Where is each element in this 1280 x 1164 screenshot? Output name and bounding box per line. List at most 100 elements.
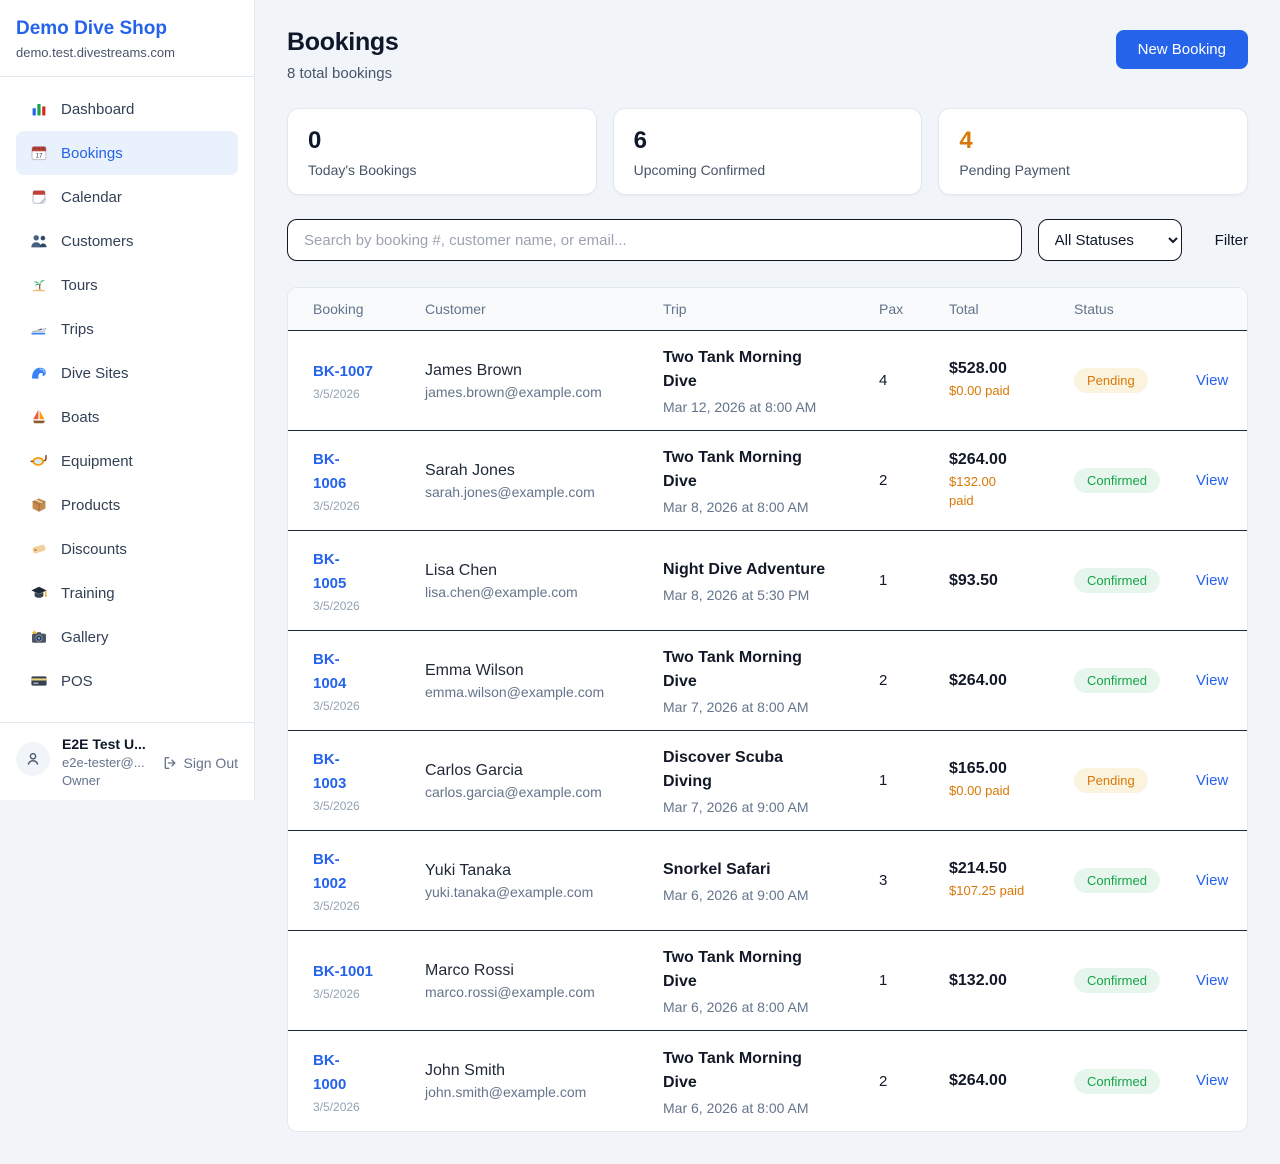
sidebar: Demo Dive Shop demo.test.divestreams.com… (0, 0, 255, 800)
booking-id-link[interactable]: BK-1007 (313, 363, 374, 380)
booking-id-link[interactable]: BK-1001 (313, 963, 374, 980)
customer-email: yuki.tanaka@example.com (425, 883, 594, 900)
stat-upcoming-confirmed: 6 Upcoming Confirmed (612, 108, 923, 195)
booking-id-link[interactable]: BK- 1005 (313, 551, 347, 592)
user-email: e2e-tester@... (62, 755, 145, 770)
booking-id-link[interactable]: BK- 1003 (313, 751, 347, 792)
sidebar-item-training[interactable]: Training (16, 571, 238, 615)
booking-id-link[interactable]: BK- 1000 (313, 1051, 347, 1093)
sidebar-item-label: Calendar (61, 188, 122, 206)
stat-pending-payment: 4 Pending Payment (938, 108, 1248, 195)
view-link[interactable]: View (1196, 971, 1229, 989)
view-link[interactable]: View (1196, 1072, 1229, 1089)
sidebar-item-label: Training (61, 584, 115, 602)
sign-out-button[interactable]: Sign Out (162, 755, 238, 771)
sidebar-item-label: Products (61, 496, 121, 514)
avatar (16, 742, 50, 776)
filter-button[interactable]: Filter (1214, 231, 1248, 249)
customer-email: lisa.chen@example.com (425, 583, 578, 600)
view-link[interactable]: View (1196, 771, 1229, 789)
column-header-booking: Booking (313, 301, 364, 317)
trip-datetime: Mar 6, 2026 at 8:00 AM (663, 999, 809, 1015)
view-link[interactable]: View (1196, 871, 1229, 889)
trip-datetime: Mar 8, 2026 at 5:30 PM (663, 587, 810, 603)
pax-count: 1 (879, 972, 888, 989)
main-content: Bookings 8 total bookings New Booking 0 … (255, 0, 1280, 1164)
package-icon (30, 496, 48, 514)
sidebar-item-bookings[interactable]: 17 Bookings (16, 131, 238, 175)
sidebar-item-equipment[interactable]: Equipment (16, 439, 238, 483)
status-filter-select[interactable]: All Statuses (1037, 219, 1182, 261)
customer-email: john.smith@example.com (425, 1084, 587, 1100)
sidebar-item-label: Discounts (61, 540, 127, 558)
sidebar-item-label: POS (61, 672, 93, 690)
customer-email: emma.wilson@example.com (425, 683, 605, 700)
pax-count: 4 (879, 372, 888, 389)
sidebar-item-boats[interactable]: Boats (16, 395, 238, 439)
status-badge: Confirmed (1074, 668, 1160, 693)
trip-name: Night Dive Adventure (663, 561, 826, 578)
table-row: BK- 1004 3/5/2026 Emma Wilson emma.wilso… (288, 631, 1247, 731)
speedboat-icon (30, 320, 48, 338)
view-link[interactable]: View (1196, 571, 1229, 589)
search-input[interactable] (287, 219, 1022, 261)
view-link[interactable]: View (1196, 671, 1229, 689)
sidebar-item-customers[interactable]: Customers (16, 219, 238, 263)
stat-value: 4 (959, 127, 973, 154)
stat-todays-bookings: 0 Today's Bookings (287, 108, 597, 195)
booking-date: 3/5/2026 (313, 599, 360, 613)
status-badge: Confirmed (1074, 468, 1160, 493)
logout-icon (162, 755, 178, 771)
sidebar-item-label: Gallery (61, 628, 109, 646)
sidebar-item-discounts[interactable]: Discounts (16, 527, 238, 571)
customer-name: Lisa Chen (425, 561, 498, 579)
user-footer: E2E Test U... e2e-tester@... Owner Sign … (0, 722, 254, 800)
column-header-total: Total (949, 301, 979, 317)
total-amount: $132.00 (949, 971, 1007, 989)
tag-icon (30, 540, 48, 558)
table-row: BK- 1002 3/5/2026 Yuki Tanaka yuki.tanak… (288, 831, 1247, 931)
total-amount: $93.50 (949, 571, 998, 589)
paid-amount: $0.00 paid (949, 383, 1010, 399)
stats-cards: 0 Today's Bookings 6 Upcoming Confirmed … (287, 108, 1248, 195)
sidebar-item-products[interactable]: Products (16, 483, 238, 527)
table-row: BK- 1000 3/5/2026 John Smith john.smith@… (288, 1031, 1247, 1131)
svg-text:17: 17 (35, 153, 43, 160)
sidebar-item-tours[interactable]: Tours (16, 263, 238, 307)
view-link[interactable]: View (1196, 471, 1229, 489)
table-body: BK-1007 3/5/2026 James Brown james.brown… (288, 331, 1247, 1131)
column-header-status: Status (1074, 301, 1114, 317)
sign-out-label: Sign Out (183, 755, 238, 771)
sidebar-item-label: Trips (61, 320, 94, 338)
table-row: BK- 1003 3/5/2026 Carlos Garcia carlos.g… (288, 731, 1247, 831)
booking-id-link[interactable]: BK- 1002 (313, 851, 347, 892)
booking-date: 3/5/2026 (313, 699, 360, 713)
new-booking-button[interactable]: New Booking (1115, 30, 1248, 69)
view-link[interactable]: View (1196, 371, 1229, 389)
sidebar-item-calendar[interactable]: Calendar (16, 175, 238, 219)
sidebar-item-dive-sites[interactable]: Dive Sites (16, 351, 238, 395)
column-header-pax: Pax (879, 301, 904, 317)
table-row: BK-1007 3/5/2026 James Brown james.brown… (288, 331, 1247, 431)
sidebar-item-pos[interactable]: POS (16, 659, 238, 703)
sidebar-item-label: Customers (61, 232, 134, 250)
trip-name: Two Tank Morning Dive (663, 949, 802, 990)
camera-flash-icon (30, 628, 48, 646)
table-header: Booking Customer Trip Pax Total Status (288, 288, 1247, 331)
trip-name: Two Tank Morning Dive (663, 449, 802, 490)
column-header-trip: Trip (663, 301, 687, 317)
sidebar-item-label: Dashboard (61, 100, 135, 118)
sidebar-item-trips[interactable]: Trips (16, 307, 238, 351)
booking-id-link[interactable]: BK- 1004 (313, 651, 347, 692)
people-icon (30, 232, 48, 250)
filter-row: All Statuses Filter (287, 219, 1248, 261)
pax-count: 3 (879, 872, 888, 889)
customer-name: Marco Rossi (425, 961, 514, 979)
sidebar-item-gallery[interactable]: Gallery (16, 615, 238, 659)
customer-name: Carlos Garcia (425, 761, 523, 779)
customer-email: sarah.jones@example.com (425, 483, 595, 500)
graduation-cap-icon (30, 584, 48, 602)
booking-id-link[interactable]: BK- 1006 (313, 451, 347, 492)
island-icon (30, 276, 48, 294)
sidebar-item-dashboard[interactable]: Dashboard (16, 87, 238, 131)
